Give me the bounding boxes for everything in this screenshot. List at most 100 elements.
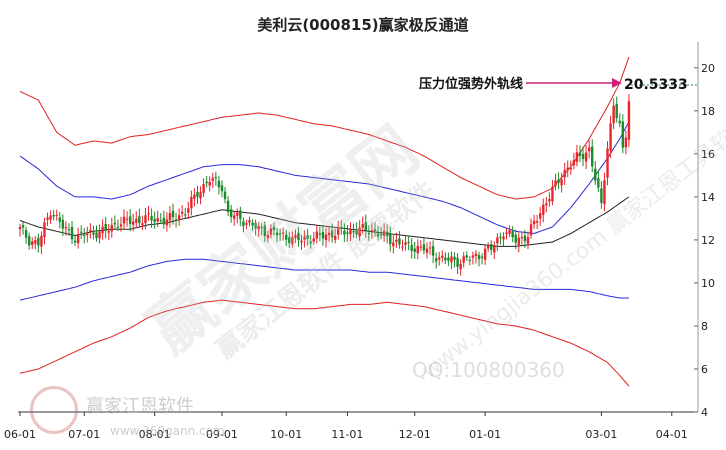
candle-body	[511, 231, 514, 238]
candle-body	[303, 236, 306, 240]
candle-body	[621, 121, 625, 148]
candle-body	[361, 224, 364, 228]
candle-body	[119, 224, 123, 227]
candle-body	[43, 222, 46, 237]
candle-body	[196, 191, 199, 197]
candle-body	[269, 228, 273, 235]
candle-body	[89, 229, 92, 233]
candle-body	[551, 186, 554, 202]
candle-body	[364, 222, 367, 231]
candle-body	[459, 263, 462, 270]
candle-body	[159, 220, 162, 222]
candle-body	[532, 220, 536, 225]
grid-layer	[18, 42, 699, 413]
candle-body	[171, 210, 175, 218]
x-tick-label: 03-01	[585, 428, 617, 441]
candle-body	[248, 220, 251, 223]
candle-body	[184, 214, 187, 216]
candle-body	[275, 232, 279, 236]
annotation-label: 压力位强势外轨线	[419, 76, 523, 92]
candle-body	[208, 181, 211, 186]
candle-body	[254, 223, 257, 229]
candle-body	[214, 176, 218, 179]
candle-body	[355, 229, 358, 235]
candle-body	[294, 235, 297, 238]
candle-body	[104, 223, 107, 231]
candle-body	[434, 258, 438, 262]
candle-body	[594, 168, 597, 181]
candle-body	[581, 153, 585, 159]
candle-body	[315, 231, 319, 239]
candle-body	[545, 203, 548, 206]
candle-body	[349, 229, 352, 235]
candle-body	[502, 236, 505, 240]
y-tick-label: 6	[701, 363, 708, 376]
candle-body	[542, 204, 545, 215]
candle-body	[462, 256, 465, 263]
x-tick-label: 07-01	[68, 428, 100, 441]
candle-body	[572, 160, 576, 166]
candle-body	[92, 232, 95, 235]
x-tick-label: 08-01	[139, 428, 171, 441]
candle-body	[202, 184, 205, 193]
candle-body	[603, 180, 606, 205]
candle-body	[514, 234, 517, 243]
candle-body	[205, 181, 208, 184]
candle-body	[367, 232, 371, 234]
candle-body	[575, 152, 579, 162]
candle-body	[122, 216, 126, 224]
candle-body	[34, 240, 37, 244]
candle-body	[450, 256, 453, 263]
outer-upper-band	[19, 56, 630, 200]
candle-body	[242, 221, 245, 227]
candle-body	[523, 235, 527, 242]
candle-body	[101, 226, 104, 234]
candle-body	[413, 248, 416, 252]
candle-body	[306, 235, 309, 239]
candle-body	[379, 234, 383, 236]
candle-body	[597, 178, 600, 188]
candle-body	[600, 188, 603, 203]
candle-body	[508, 229, 511, 234]
candle-body	[395, 239, 398, 243]
candle-body	[373, 229, 377, 232]
candle-body	[539, 213, 542, 219]
candle-body	[135, 218, 138, 223]
candle-body	[83, 234, 86, 236]
candle-body	[27, 236, 31, 246]
candle-body	[297, 232, 300, 241]
candle-layer	[18, 94, 631, 276]
candle-body	[606, 148, 609, 178]
candle-body	[410, 245, 413, 252]
candle-body	[245, 223, 248, 225]
y-tick-label: 18	[701, 105, 715, 118]
candle-body	[520, 237, 524, 239]
candle-body	[392, 242, 395, 247]
candle-body	[333, 235, 337, 240]
candle-body	[535, 221, 539, 223]
candle-body	[441, 255, 444, 258]
candle-body	[419, 246, 423, 248]
candle-body	[95, 232, 98, 239]
y-tick-label: 10	[701, 277, 715, 290]
candle-body	[343, 230, 346, 235]
candle-body	[138, 216, 141, 224]
candle-body	[260, 227, 263, 229]
y-tick-label: 12	[701, 234, 715, 247]
candle-body	[480, 256, 484, 258]
x-tick-label: 10-01	[270, 428, 302, 441]
annotation-arrow-head	[612, 78, 622, 88]
y-tick-label: 14	[701, 191, 715, 204]
candle-body	[584, 152, 588, 162]
candle-body	[453, 256, 456, 260]
candle-body	[624, 137, 628, 148]
annotation-value: 20.5333	[624, 77, 688, 93]
candle-body	[281, 232, 285, 234]
candle-body	[309, 241, 312, 244]
candle-body	[24, 230, 28, 238]
candle-body	[58, 217, 61, 222]
candle-body	[447, 257, 450, 261]
candle-body	[318, 233, 322, 235]
candle-body	[493, 245, 496, 253]
candle-body	[352, 231, 355, 233]
